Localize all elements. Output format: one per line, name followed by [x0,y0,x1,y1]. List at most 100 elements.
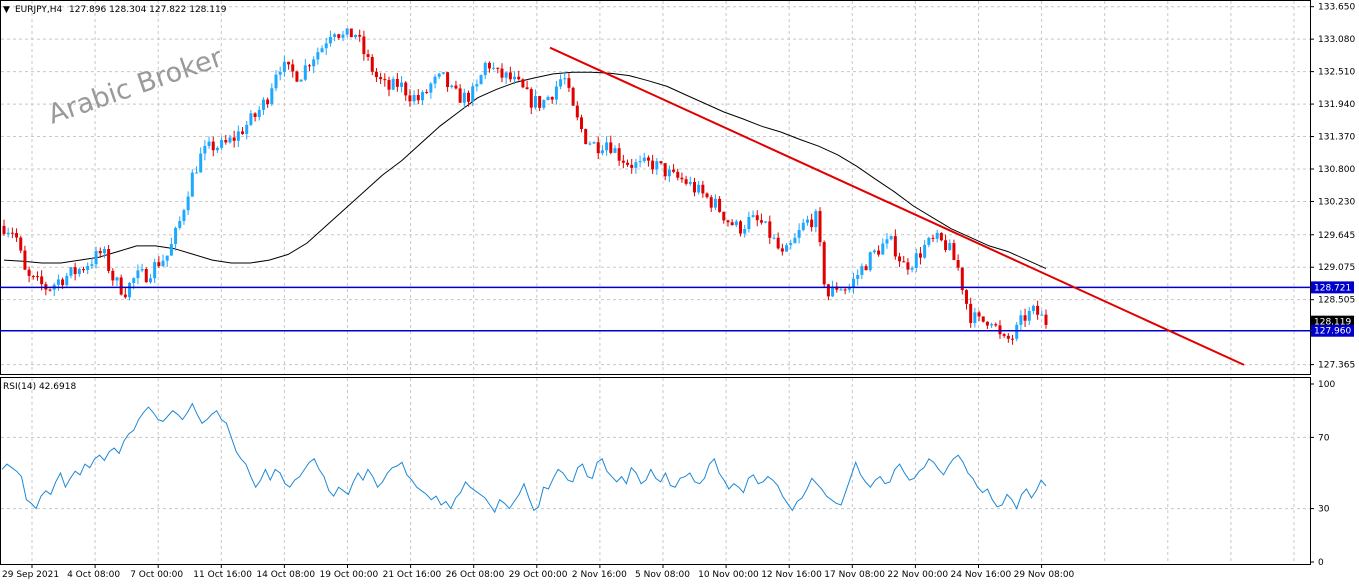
bear-candle [680,177,684,180]
bear-candle [898,256,902,262]
bull-candle [182,210,186,222]
bear-candle [35,276,39,278]
bear-candle [446,72,450,88]
bull-candle [588,143,592,145]
bull-candle [249,113,253,125]
bear-candle [730,222,734,226]
bull-candle [412,95,416,102]
bear-candle [998,325,1002,335]
bull-candle [483,62,487,76]
bear-candle [119,277,123,295]
bear-candle [701,184,705,194]
bear-candle [994,324,998,326]
bear-candle [10,232,14,234]
bear-candle [517,76,521,80]
rsi-tick-label: 30 [1318,505,1330,515]
bull-candle [504,72,508,78]
bull-candle [400,82,404,87]
bull-candle [885,239,889,244]
bull-candle [257,109,261,117]
bull-candle [697,184,701,193]
bear-candle [609,142,613,153]
bear-candle [1002,334,1006,336]
bear-candle [395,78,399,87]
bear-candle [969,303,973,323]
bear-candle [617,148,621,161]
bear-candle [529,89,533,108]
bull-candle [328,36,332,44]
bull-candle [634,162,638,168]
collapse-triangle-icon[interactable]: ▼ [3,5,10,15]
bear-candle [893,236,897,257]
bear-candle [362,36,366,55]
price-tick-label: 128.505 [1318,296,1355,306]
bull-candle [638,161,642,163]
bear-candle [630,164,634,168]
price-tick-label: 131.370 [1318,133,1355,143]
price-tick-label: 133.650 [1318,3,1355,13]
bull-candle [948,243,952,251]
bull-candle [324,43,328,49]
time-tick-label: 24 Nov 16:00 [951,570,1012,580]
bear-candle [370,56,374,72]
bull-candle [814,211,818,228]
bull-candle [475,84,479,87]
rsi-grid [1,378,1310,564]
bear-candle [291,64,295,72]
bull-candle [94,250,98,265]
bear-candle [307,65,311,67]
bear-candle [810,219,814,228]
bull-candle [174,227,178,245]
bear-candle [944,240,948,251]
bear-candle [496,67,500,69]
bull-candle [203,145,207,154]
bull-candle [102,249,106,254]
bull-candle [69,267,73,276]
bull-candle [764,221,768,223]
time-tick-label: 17 Nov 08:00 [824,570,885,580]
bear-candle [692,182,696,193]
price-tick-label: 129.645 [1318,231,1355,241]
bear-candle [739,221,743,234]
bull-candle [140,269,144,271]
price-tag-box [1311,324,1354,337]
bull-candle [881,243,885,255]
bull-candle [132,278,136,283]
bear-candle [684,179,688,184]
bull-candle [274,74,278,89]
bear-candle [266,99,270,105]
bear-candle [1023,315,1027,321]
bear-candle [826,284,830,297]
bull-candle [751,215,755,217]
bear-candle [571,87,575,106]
bear-candle [718,198,722,212]
price-tick-label: 130.230 [1318,197,1355,207]
bull-candle [1019,315,1023,325]
trendline[interactable] [549,46,1245,366]
time-tick-label: 2 Nov 16:00 [572,570,627,580]
bull-candle [1015,324,1019,339]
bear-candle [902,261,906,263]
bull-candle [688,182,692,184]
bear-candle [211,141,215,151]
bear-candle [575,105,579,118]
bear-candle [521,79,525,88]
symbol-label: EURJPY,H4 [15,5,63,15]
bull-candle [789,243,793,246]
bull-candle [236,131,240,141]
bear-candle [23,250,27,270]
bull-candle [437,73,441,77]
bull-candle [831,286,835,297]
bull-candle [199,153,203,173]
bull-candle [341,34,345,38]
bull-candle [77,269,81,275]
bull-candle [927,237,931,245]
bull-candle [797,229,801,238]
bear-candle [776,237,780,249]
bull-candle [667,169,671,177]
bull-candle [914,253,918,268]
bear-candle [425,92,429,94]
bear-candle [918,253,922,258]
bull-candle [270,88,274,105]
